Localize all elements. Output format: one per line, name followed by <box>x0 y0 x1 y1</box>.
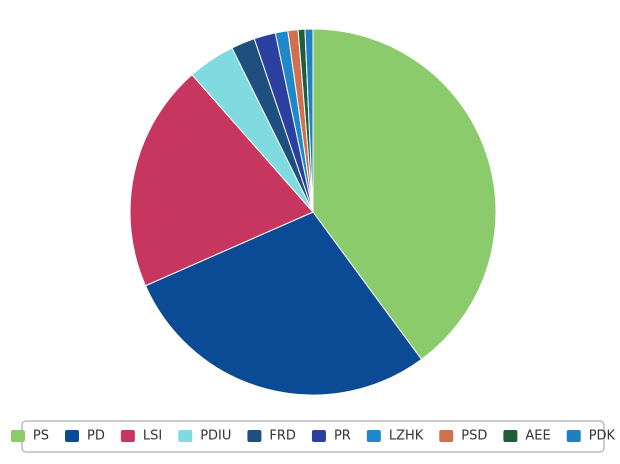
legend-label: PR <box>334 429 351 444</box>
legend-item[interactable]: LZHK <box>366 429 424 444</box>
legend-swatch <box>65 430 80 442</box>
legend: PS PD LSI PDIU FRD PR LZHK PSD AEE PDK <box>10 429 616 444</box>
legend-swatch <box>566 430 581 442</box>
pie-slice <box>144 211 423 396</box>
legend-label: PS <box>33 429 49 444</box>
legend-swatch <box>10 430 25 442</box>
legend-label: PDIU <box>200 429 231 444</box>
legend-label: LSI <box>143 429 162 444</box>
pie-slice <box>304 28 314 213</box>
legend-label: PSD <box>461 429 487 444</box>
legend-swatch <box>247 430 262 442</box>
legend-item[interactable]: LSI <box>120 429 162 444</box>
legend-item[interactable]: PSD <box>439 429 487 444</box>
pie <box>129 28 497 396</box>
legend-label: PD <box>87 429 105 444</box>
pie-slice <box>312 28 497 361</box>
legend-swatch <box>311 430 326 442</box>
legend-item[interactable]: PD <box>65 429 105 444</box>
legend-swatch <box>366 430 381 442</box>
legend-swatch <box>178 430 193 442</box>
legend-item[interactable]: AEE <box>503 429 551 444</box>
legend-item[interactable]: PDK <box>566 429 616 444</box>
legend-label: LZHK <box>389 429 424 444</box>
legend-swatch <box>439 430 454 442</box>
legend-item[interactable]: FRD <box>247 429 296 444</box>
legend-label: AEE <box>525 429 550 444</box>
legend-label: PDK <box>589 429 616 444</box>
legend-label: FRD <box>269 429 296 444</box>
legend-swatch <box>503 430 518 442</box>
legend-item[interactable]: PR <box>311 429 351 444</box>
pie-slice <box>129 74 314 287</box>
legend-item[interactable]: PS <box>10 429 49 444</box>
legend-swatch <box>120 430 135 442</box>
legend-item[interactable]: PDIU <box>178 429 231 444</box>
